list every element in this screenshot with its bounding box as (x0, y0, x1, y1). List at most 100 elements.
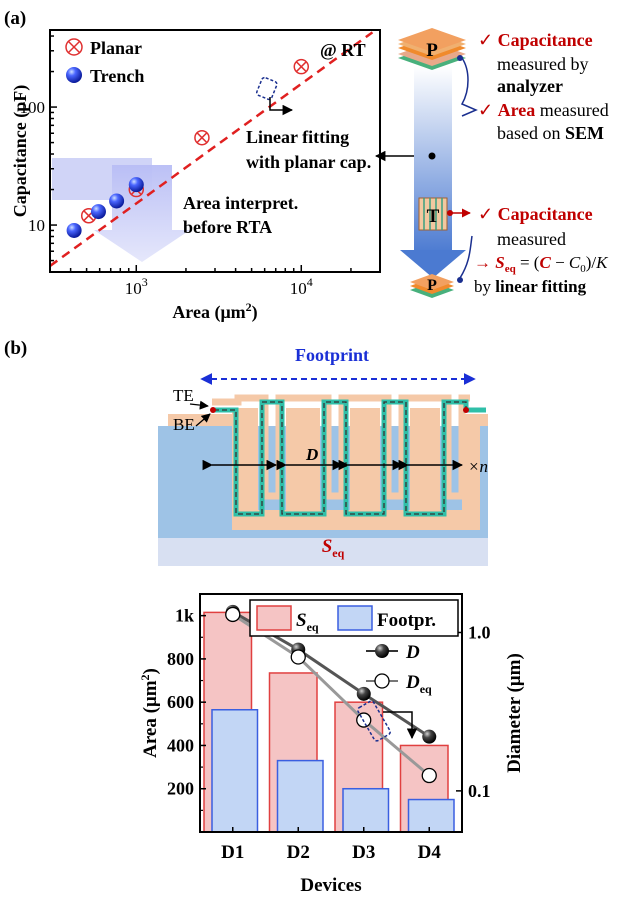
trench-point (66, 222, 82, 238)
plot-b-ylabel: Area (μm2) (138, 668, 161, 758)
linear-fit-line (50, 31, 374, 267)
interp-text-1: Area interpret. (183, 193, 298, 213)
y-tick-label: 600 (167, 692, 194, 712)
svg-text:→ Seq = (C − C0)/K: → Seq = (C − C0)/K (474, 253, 609, 275)
annotation-texts: ✓ Capacitance measured by analyzer ✓ Are… (474, 30, 609, 296)
p-letter-top: P (426, 40, 438, 61)
area-interpret-arrow (52, 158, 190, 262)
svg-text:measured: measured (497, 229, 566, 249)
deq-line (231, 613, 431, 777)
svg-text:based on SEM: based on SEM (497, 123, 604, 143)
plot-b-xlabel: Devices (300, 875, 361, 896)
interp-text-2: before RTA (183, 217, 272, 237)
planar-capacitor-stack-top (398, 28, 466, 70)
footprint-label: Footprint (295, 345, 369, 365)
svg-text:by linear fitting: by linear fitting (474, 277, 587, 296)
t-red-dot (447, 210, 453, 216)
trench-point (128, 177, 144, 193)
plot-a-legend: Planar Trench (65, 38, 144, 86)
te-label: TE (173, 386, 194, 405)
trench-capacitor-box (418, 197, 448, 231)
bar-footprint (276, 759, 324, 833)
deq-point (225, 606, 241, 623)
brace-dot-top (457, 55, 463, 61)
x-tick-label: 103 (125, 275, 148, 298)
fit-text-2: with planar cap. (246, 152, 371, 172)
legend-planar-marker (65, 38, 83, 56)
x-tick-label: D4 (418, 842, 442, 863)
plot-b-line-legend: D Deq (366, 642, 432, 696)
y-tick-label: 1k (175, 606, 194, 626)
legend-seq-swatch (256, 605, 292, 631)
bar-footprint (407, 798, 455, 833)
svg-text:measured by: measured by (497, 54, 588, 74)
d3-callout-arrow (383, 711, 418, 740)
d-point (422, 729, 437, 744)
plot-a-ylabel: Capacitance (pF) (10, 85, 31, 217)
legend-deq-label: Deq (405, 672, 432, 696)
trench-point (109, 193, 125, 209)
deq-point (290, 649, 306, 665)
panel-a-label: (a) (4, 8, 26, 29)
panel-b-label: (b) (4, 338, 27, 359)
bar-chart-area (203, 604, 455, 833)
rt-label: @ RT (320, 40, 366, 60)
y-tick-label: 200 (167, 779, 194, 799)
y2-tick-label: 1.0 (468, 622, 491, 642)
connector-bottom (459, 235, 473, 279)
y-tick-label: 10 (28, 216, 45, 235)
planar-point (293, 58, 310, 75)
y-tick-label: 400 (167, 735, 194, 755)
planar-point (194, 129, 210, 146)
x-tick-label: D1 (221, 842, 244, 863)
seq-label: Seq (322, 536, 345, 560)
p-letter-bottom: P (427, 277, 437, 294)
trench-point (90, 204, 106, 220)
d3-highlight-box (357, 700, 391, 742)
legend-d-label: D (405, 642, 420, 663)
shaft-dot (428, 152, 436, 160)
plot-b-frame (199, 593, 463, 833)
plot-b-ticks: 200 400 600 800 1k 0.1 1.0 D1 D2 D3 D4 (167, 606, 491, 863)
legend-foot-swatch (337, 605, 373, 631)
plot-a-xlabel: Area (μm2) (172, 300, 257, 323)
scatter-plot-area (50, 31, 374, 267)
be-arrow (195, 413, 211, 427)
trench-schematic (158, 394, 488, 566)
x-tick-label: D2 (287, 842, 310, 863)
connector-dot-bottom (457, 277, 463, 283)
brace-top (460, 57, 478, 117)
y-tick-label: 100 (20, 98, 46, 117)
x-tick-label: 104 (290, 275, 313, 298)
fit-highlight-box (255, 76, 278, 101)
plot-b-y2label: Diameter (μm) (504, 653, 525, 773)
d-label: D (305, 445, 318, 464)
process-flow-shaft (400, 66, 466, 278)
svg-text:analyzer: analyzer (497, 76, 563, 96)
plot-b-legend: Seq Footpr. (249, 599, 459, 637)
legend-trench-label: Trench (90, 66, 144, 86)
fit-text-1: Linear fitting (246, 127, 349, 147)
legend-deq-marker (374, 673, 390, 689)
bar-footprint (342, 787, 390, 833)
times-n-label: ×n (468, 457, 488, 476)
deq-point (421, 767, 437, 784)
legend-seq-label: Seq (296, 610, 319, 634)
legend-planar-label: Planar (90, 38, 142, 58)
y-tick-label: 800 (167, 649, 194, 669)
planar-capacitor-stack-bottom (410, 274, 454, 298)
fit-callout-arrow (269, 97, 294, 116)
bar-footprint (211, 709, 259, 833)
legend-trench-marker (66, 67, 82, 83)
t-letter: T (427, 206, 440, 227)
legend-foot-label: Footpr. (377, 610, 436, 631)
y2-tick-label: 0.1 (468, 781, 491, 801)
x-tick-label: D3 (352, 842, 375, 863)
te-arrow (189, 400, 209, 410)
be-label: BE (173, 415, 195, 434)
svg-text:✓ Area measured: ✓ Area measured (478, 100, 609, 120)
svg-text:✓ Capacitance: ✓ Capacitance (478, 30, 593, 50)
plot-a-ticks: 10 100 103 104 (20, 35, 381, 298)
d-point (356, 686, 371, 701)
